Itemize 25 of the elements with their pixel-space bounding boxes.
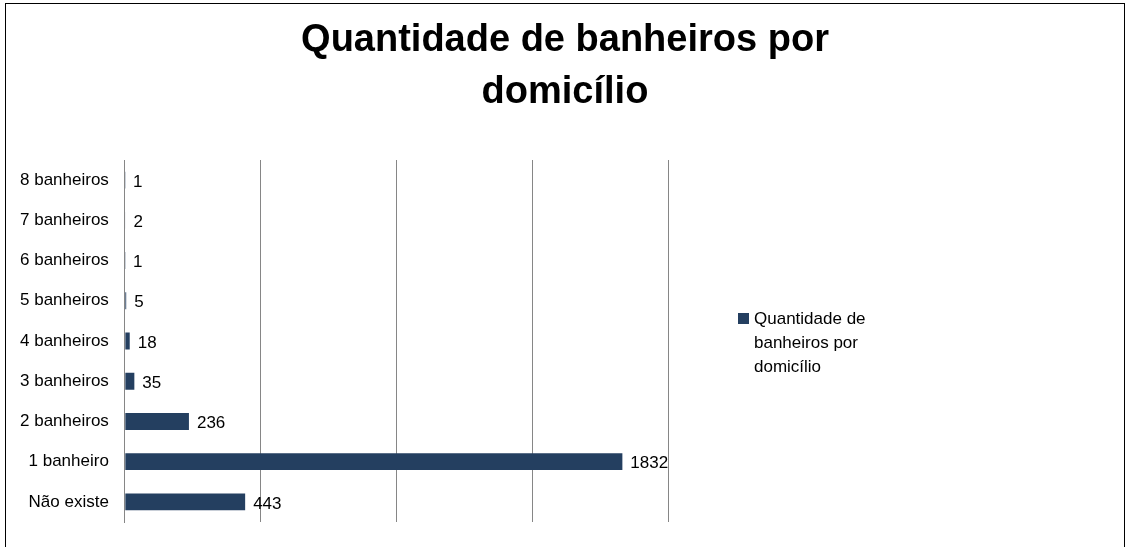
chart-title: Quantidade de banheiros por domicílio <box>300 16 830 113</box>
y-tick-label: 6 banheiros <box>20 250 109 270</box>
y-tick-label: 7 banheiros <box>20 210 109 230</box>
data-label: 5 <box>134 292 144 312</box>
bar <box>125 332 130 350</box>
data-label: 236 <box>196 413 226 433</box>
data-label: 2 <box>133 212 143 232</box>
data-label: 35 <box>142 372 162 392</box>
y-tick-label: 3 banheiros <box>20 370 109 390</box>
legend-label: Quantidade de banheiros por domicílio <box>754 308 866 376</box>
bar <box>125 413 189 430</box>
bar <box>125 493 246 511</box>
data-label: 443 <box>253 493 282 513</box>
y-tick-label: 8 banheiros <box>20 169 109 189</box>
bar <box>125 372 135 390</box>
y-tick-label: Não existe <box>28 491 109 511</box>
data-label: 1832 <box>630 453 669 473</box>
y-tick-label: 5 banheiros <box>20 290 109 310</box>
y-tick-label: 1 banheiro <box>28 451 109 471</box>
bar <box>125 453 623 471</box>
y-tick-label: 2 banheiros <box>20 411 109 431</box>
data-label: 1 <box>133 252 143 272</box>
y-tick-label: 4 banheiros <box>20 330 109 350</box>
data-label: 1 <box>133 171 143 191</box>
data-label: 18 <box>137 332 157 352</box>
